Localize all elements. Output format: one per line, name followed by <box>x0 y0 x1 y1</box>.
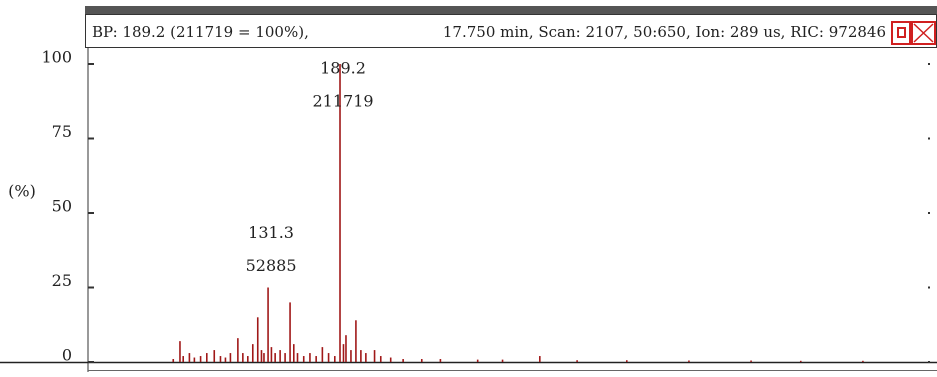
top-bar <box>85 6 937 14</box>
y-tick-label: 0 <box>62 346 72 365</box>
chart-subtitle: 17.750 min, Scan: 2107, 50:650, Ion: 289… <box>443 23 886 41</box>
close-icon <box>913 23 934 43</box>
restore-icon <box>897 27 906 38</box>
peak-count: 211719 <box>312 92 373 111</box>
y-tick-label: 50 <box>52 197 72 216</box>
y-axis-label: (%) <box>8 182 36 201</box>
y-tick-label: 25 <box>52 271 72 290</box>
chart-title: BP: 189.2 (211719 = 100%), <box>92 23 309 41</box>
y-tick-label: 75 <box>52 122 72 141</box>
peak-count: 52885 <box>246 256 297 275</box>
peak-label: 131.3 <box>248 223 294 242</box>
window-buttons[interactable] <box>891 21 936 45</box>
header-box <box>85 14 937 48</box>
close-button[interactable] <box>911 21 936 45</box>
y-tick-label: 100 <box>41 48 72 67</box>
peak-label: 189.2 <box>320 59 366 78</box>
restore-button[interactable] <box>891 21 911 45</box>
